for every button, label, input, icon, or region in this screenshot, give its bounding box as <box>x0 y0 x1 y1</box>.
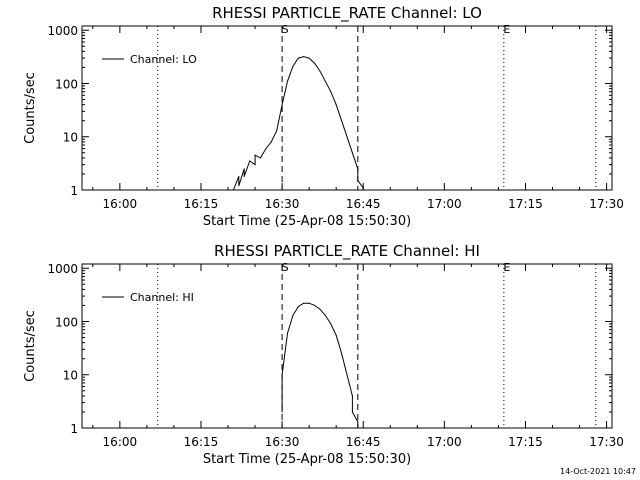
data-point <box>346 136 348 138</box>
x-tick-label: 17:00 <box>427 435 462 449</box>
data-point <box>260 157 261 159</box>
data-point <box>297 57 299 59</box>
x-tick-label: 17:30 <box>589 435 624 449</box>
y-tick-label: 10 <box>63 131 78 145</box>
data-point <box>330 323 332 325</box>
x-tick-label: 16:00 <box>103 435 138 449</box>
data-point <box>335 104 337 106</box>
x-tick-label: 16:45 <box>346 435 381 449</box>
y-tick-label: 100 <box>55 77 78 91</box>
chart-title: RHESSI PARTICLE_RATE Channel: LO <box>212 4 482 23</box>
data-point <box>281 104 283 106</box>
y-axis-label: Counts/sec <box>23 310 38 382</box>
x-tick-label: 16:15 <box>184 197 219 211</box>
data-point <box>303 302 305 304</box>
data-point <box>324 80 326 82</box>
x-tick-label: 17:15 <box>508 197 543 211</box>
y-tick-label: 10 <box>63 369 78 383</box>
data-point <box>238 175 240 177</box>
data-point <box>319 308 321 310</box>
series-line <box>232 56 364 191</box>
data-point <box>324 314 326 316</box>
data-point <box>254 164 256 166</box>
x-tick-label: 16:45 <box>346 197 381 211</box>
x-axis-label: Start Time (25-Apr-08 15:50:30) <box>203 214 411 229</box>
data-point <box>308 57 310 59</box>
data-point <box>249 160 251 162</box>
plot-frame <box>81 25 613 191</box>
y-tick-label: 100 <box>55 315 78 329</box>
data-point <box>287 80 288 82</box>
data-point <box>287 332 288 334</box>
y-axis-label: Counts/sec <box>23 72 38 144</box>
data-point <box>341 120 343 122</box>
data-point <box>314 304 316 306</box>
data-point <box>357 180 359 182</box>
data-point <box>265 148 267 150</box>
data-point <box>281 374 283 376</box>
data-point <box>297 306 299 308</box>
x-tick-label: 17:00 <box>427 197 462 211</box>
marker-label: E <box>503 261 510 274</box>
data-point <box>281 411 283 413</box>
data-point <box>351 152 353 154</box>
data-point <box>346 374 348 376</box>
data-point <box>238 185 240 187</box>
x-tick-label: 17:15 <box>508 435 543 449</box>
plot-frame <box>81 263 613 429</box>
data-point <box>276 130 278 132</box>
data-point <box>362 187 364 189</box>
data-point <box>357 421 359 423</box>
data-point <box>292 314 294 316</box>
marker-label: S <box>282 23 289 36</box>
data-point <box>232 189 234 191</box>
data-point <box>270 141 272 143</box>
data-point <box>341 353 343 354</box>
series-line <box>281 302 359 428</box>
marker-label: E <box>503 23 510 36</box>
data-point <box>330 91 332 93</box>
y-tick-label: 1 <box>70 422 78 436</box>
data-point <box>243 175 245 177</box>
y-tick-label: 1000 <box>47 262 78 276</box>
data-point <box>335 334 337 336</box>
data-point <box>357 427 359 429</box>
y-tick-label: 1 <box>70 184 78 198</box>
x-tick-label: 16:30 <box>265 435 300 449</box>
x-axis-label: Start Time (25-Apr-08 15:50:30) <box>203 452 411 467</box>
data-point <box>254 154 256 156</box>
y-tick-label: 1000 <box>47 24 78 38</box>
legend-label: Channel: HI <box>130 291 194 304</box>
x-tick-label: 17:30 <box>589 197 624 211</box>
timestamp-label: 14-Oct-2021 10:47 <box>560 467 636 476</box>
data-point <box>351 411 353 413</box>
data-point <box>357 168 359 170</box>
legend-label: Channel: LO <box>130 53 197 66</box>
panel-hi-channel: RHESSI PARTICLE_RATE Channel: HI 16:00 16:… <box>23 242 624 467</box>
data-point <box>292 65 294 67</box>
x-tick-label: 16:00 <box>103 197 138 211</box>
marker-label: S <box>282 261 289 274</box>
data-point <box>308 302 310 304</box>
data-point <box>243 168 245 170</box>
chart-title: RHESSI PARTICLE_RATE Channel: HI <box>214 242 480 261</box>
data-point <box>362 189 364 191</box>
x-tick-label: 16:15 <box>184 435 219 449</box>
data-point <box>319 70 321 72</box>
data-point <box>303 56 305 58</box>
data-point <box>314 62 316 64</box>
panel-lo-channel: RHESSI PARTICLE_RATE Channel: LO 16:00 16:… <box>23 4 624 229</box>
x-tick-label: 16:30 <box>265 197 300 211</box>
data-point <box>351 395 353 397</box>
